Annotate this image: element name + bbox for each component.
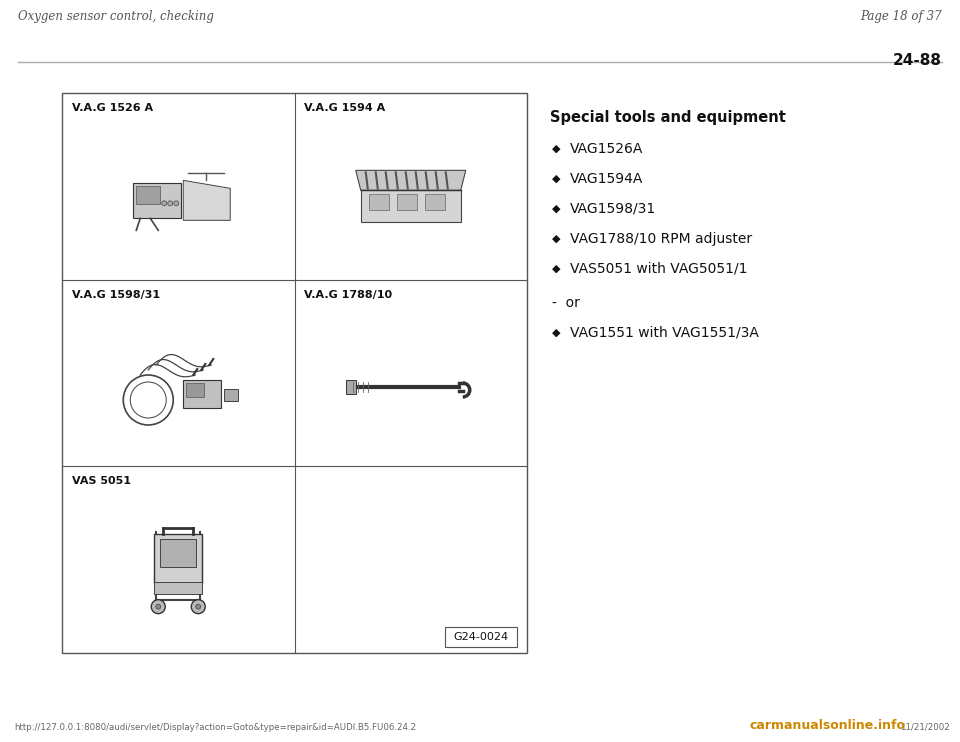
Text: ◆: ◆ (552, 234, 561, 244)
Text: ◆: ◆ (552, 144, 561, 154)
Text: VAG1526A: VAG1526A (570, 142, 643, 156)
Circle shape (168, 201, 173, 206)
Bar (186, 383, 204, 397)
Text: carmanualsonline.info: carmanualsonline.info (750, 719, 906, 732)
Text: VAG1788/10 RPM adjuster: VAG1788/10 RPM adjuster (570, 232, 752, 246)
Text: ◆: ◆ (552, 328, 561, 338)
Text: 24-88: 24-88 (893, 53, 942, 68)
Text: ◆: ◆ (552, 264, 561, 274)
Text: Special tools and equipment: Special tools and equipment (550, 110, 786, 125)
Text: VAG1598/31: VAG1598/31 (570, 202, 657, 216)
Circle shape (174, 201, 179, 206)
Polygon shape (183, 180, 230, 220)
Text: V.A.G 1788/10: V.A.G 1788/10 (304, 289, 393, 300)
Polygon shape (356, 171, 466, 191)
Circle shape (191, 600, 205, 614)
Bar (133, 183, 181, 218)
Text: Page 18 of 37: Page 18 of 37 (860, 10, 942, 23)
Circle shape (161, 201, 167, 206)
Circle shape (196, 604, 201, 609)
Bar (155, 582, 203, 594)
Bar (396, 194, 417, 210)
Bar (62, 93, 527, 653)
Text: 11/21/2002: 11/21/2002 (900, 723, 950, 732)
Bar (160, 539, 196, 567)
Text: ◆: ◆ (552, 174, 561, 184)
Circle shape (152, 600, 165, 614)
Text: http://127.0.0.1:8080/audi/servlet/Display?action=Goto&type=repair&id=AUDI.B5.FU: http://127.0.0.1:8080/audi/servlet/Displ… (14, 723, 416, 732)
Text: -  or: - or (552, 296, 580, 310)
Text: Oxygen sensor control, checking: Oxygen sensor control, checking (18, 10, 214, 23)
Text: VAG1551 with VAG1551/3A: VAG1551 with VAG1551/3A (570, 326, 758, 340)
Bar (361, 191, 461, 223)
Bar (424, 194, 444, 210)
Circle shape (156, 604, 160, 609)
Text: V.A.G 1594 A: V.A.G 1594 A (304, 103, 386, 113)
Text: V.A.G 1526 A: V.A.G 1526 A (72, 103, 154, 113)
Bar (183, 380, 221, 408)
Bar (136, 186, 160, 204)
Bar (225, 389, 238, 401)
Text: V.A.G 1598/31: V.A.G 1598/31 (72, 289, 160, 300)
Bar (155, 533, 203, 584)
Bar (369, 194, 389, 210)
Text: VAS 5051: VAS 5051 (72, 476, 131, 486)
Text: VAS5051 with VAG5051/1: VAS5051 with VAG5051/1 (570, 262, 748, 276)
Text: VAG1594A: VAG1594A (570, 172, 643, 186)
Bar (445, 627, 517, 647)
Text: G24-0024: G24-0024 (453, 632, 509, 642)
Text: ◆: ◆ (552, 204, 561, 214)
Bar (346, 380, 356, 394)
